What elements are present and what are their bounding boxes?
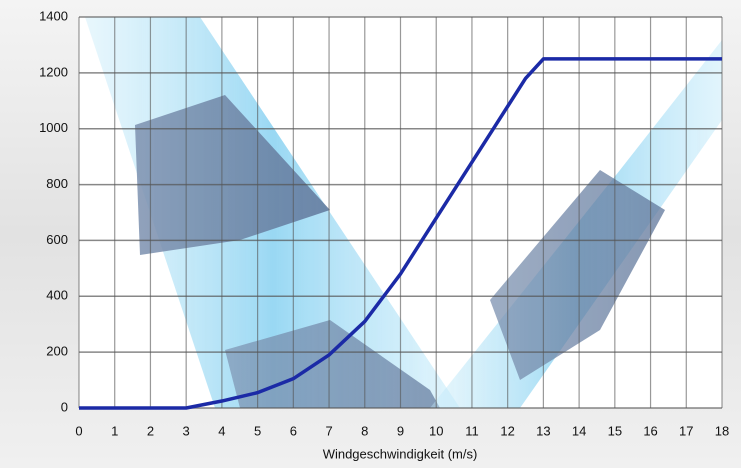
y-tick-label: 1000	[39, 120, 68, 135]
y-tick-label: 400	[46, 288, 68, 303]
y-tick-label: 1200	[39, 64, 68, 79]
x-tick-label: 10	[429, 423, 443, 438]
y-tick-label: 200	[46, 344, 68, 359]
x-tick-label: 7	[325, 423, 332, 438]
x-tick-label: 18	[715, 423, 729, 438]
x-tick-label: 3	[183, 423, 190, 438]
x-tick-label: 5	[254, 423, 261, 438]
x-tick-label: 9	[397, 423, 404, 438]
x-tick-label: 14	[572, 423, 586, 438]
x-tick-label: 15	[608, 423, 622, 438]
y-tick-label: 800	[46, 176, 68, 191]
x-tick-label: 2	[147, 423, 154, 438]
y-tick-label: 0	[61, 399, 68, 414]
x-tick-label: 12	[500, 423, 514, 438]
x-tick-label: 11	[465, 423, 479, 438]
x-tick-label: 17	[679, 423, 693, 438]
x-tick-label: 13	[536, 423, 550, 438]
x-tick-label: 6	[290, 423, 297, 438]
x-tick-label: 16	[643, 423, 657, 438]
x-tick-label: 1	[111, 423, 118, 438]
x-tick-label: 4	[218, 423, 225, 438]
x-tick-label: 0	[75, 423, 82, 438]
chart: Windgeschwindigkeit (m/s) 0 200 400 600 800 1…	[0, 0, 741, 468]
x-tick-label: 8	[361, 423, 368, 438]
y-tick-label: 1400	[39, 8, 68, 23]
x-axis-label: Windgeschwindigkeit (m/s)	[323, 446, 478, 461]
y-tick-label: 600	[46, 232, 68, 247]
